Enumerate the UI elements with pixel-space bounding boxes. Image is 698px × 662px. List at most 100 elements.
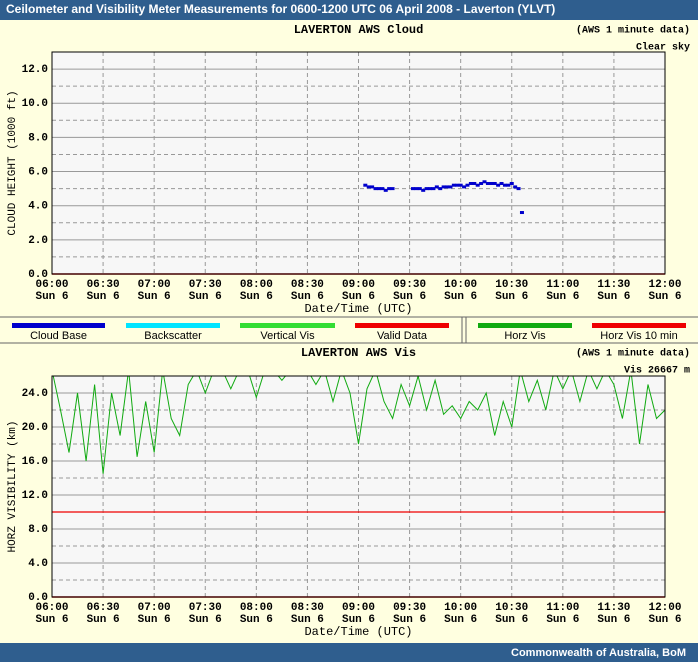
cloud-point	[417, 187, 422, 191]
x-tick-label: 07:00	[138, 279, 171, 291]
legend-label: Horz Vis 10 min	[600, 330, 677, 342]
header-title: Ceilometer and Visibility Meter Measurem…	[6, 2, 555, 16]
x-tick-label: 08:30	[291, 279, 324, 291]
y-tick-label: 10.0	[22, 98, 48, 110]
cloud-point	[462, 185, 467, 189]
cloud-point	[451, 183, 456, 187]
cloud-point	[445, 185, 450, 189]
cloud-point	[434, 185, 439, 189]
x-tick-label: 07:30	[189, 279, 222, 291]
cloud-point	[421, 188, 426, 192]
cloud-point	[489, 181, 494, 185]
x-tick-day: Sun 6	[35, 614, 68, 626]
chart-status: Vis 26667 m	[624, 365, 690, 377]
cloud-point	[502, 183, 507, 187]
x-tick-day: Sun 6	[597, 291, 630, 303]
plot-area	[52, 376, 665, 597]
plot-frame	[51, 51, 666, 275]
cloud-point	[448, 185, 453, 189]
cloud-point	[472, 181, 477, 185]
x-tick-label: 09:30	[393, 602, 426, 614]
cloud-point	[414, 187, 419, 191]
cloud-point	[506, 183, 511, 187]
x-tick-label: 08:00	[240, 279, 273, 291]
x-tick-label: 07:30	[189, 602, 222, 614]
y-tick-label: 16.0	[22, 456, 48, 468]
cloud-point	[424, 187, 429, 191]
x-tick-day: Sun 6	[597, 614, 630, 626]
cloud-point	[387, 187, 392, 191]
x-tick-label: 10:30	[495, 279, 528, 291]
cloud-point	[465, 183, 470, 187]
y-tick-label: 2.0	[28, 235, 48, 247]
x-tick-label: 11:00	[546, 602, 579, 614]
x-axis-label: Date/Time (UTC)	[304, 302, 412, 316]
chart-title: LAVERTON AWS Vis	[301, 346, 416, 360]
legend-label: Valid Data	[377, 330, 428, 342]
x-tick-day: Sun 6	[342, 291, 375, 303]
cloud-point	[455, 183, 460, 187]
x-tick-day: Sun 6	[87, 614, 120, 626]
x-tick-day: Sun 6	[648, 614, 681, 626]
chart-status: Clear sky	[636, 42, 690, 54]
cloud-point	[519, 211, 524, 215]
cloud-point	[509, 181, 514, 185]
cloud-point	[441, 185, 446, 189]
x-tick-label: 06:00	[35, 602, 68, 614]
x-tick-day: Sun 6	[444, 614, 477, 626]
x-tick-label: 10:00	[444, 279, 477, 291]
cloud-point	[370, 185, 375, 189]
x-tick-label: 10:30	[495, 602, 528, 614]
cloud-point	[376, 187, 381, 191]
x-tick-label: 09:00	[342, 279, 375, 291]
x-tick-day: Sun 6	[240, 291, 273, 303]
x-tick-label: 09:30	[393, 279, 426, 291]
cloud-point	[428, 187, 433, 191]
x-tick-label: 08:30	[291, 602, 324, 614]
chart-note: (AWS 1 minute data)	[576, 25, 690, 37]
x-tick-label: 09:00	[342, 602, 375, 614]
x-tick-day: Sun 6	[495, 614, 528, 626]
x-tick-day: Sun 6	[138, 614, 171, 626]
legend-label: Vertical Vis	[260, 330, 315, 342]
x-tick-day: Sun 6	[393, 614, 426, 626]
cloud-point	[438, 187, 443, 191]
y-axis-label: HORZ VISIBILITY (km)	[7, 420, 19, 552]
x-tick-day: Sun 6	[444, 291, 477, 303]
legend-label: Cloud Base	[30, 330, 87, 342]
x-tick-day: Sun 6	[87, 291, 120, 303]
legend-swatch	[355, 323, 449, 328]
cloud-point	[492, 181, 497, 185]
x-tick-day: Sun 6	[138, 291, 171, 303]
x-tick-label: 11:30	[597, 602, 630, 614]
x-tick-label: 12:00	[648, 279, 681, 291]
cloud-point	[366, 185, 371, 189]
cloud-point	[373, 187, 378, 191]
cloud-point	[485, 181, 490, 185]
footer-text: Commonwealth of Australia, BoM	[511, 647, 686, 659]
legend-swatch	[240, 323, 335, 328]
y-tick-label: 8.0	[28, 524, 48, 536]
footer-bar	[0, 643, 698, 662]
x-tick-label: 06:30	[87, 602, 120, 614]
x-tick-day: Sun 6	[546, 614, 579, 626]
x-tick-day: Sun 6	[546, 291, 579, 303]
y-tick-label: 6.0	[28, 166, 48, 178]
y-tick-label: 12.0	[22, 64, 48, 76]
chart-title: LAVERTON AWS Cloud	[294, 23, 424, 37]
cloud-point	[499, 181, 504, 185]
legend-swatch	[592, 323, 686, 328]
cloud-point	[516, 187, 521, 191]
y-tick-label: 24.0	[22, 388, 48, 400]
y-tick-label: 4.0	[28, 558, 48, 570]
x-tick-day: Sun 6	[495, 291, 528, 303]
x-tick-label: 08:00	[240, 602, 273, 614]
cloud-point	[475, 183, 480, 187]
cloud-point	[468, 181, 473, 185]
chart-note: (AWS 1 minute data)	[576, 348, 690, 360]
y-tick-label: 0.0	[28, 592, 48, 604]
cloud-point	[363, 183, 368, 187]
y-tick-label: 0.0	[28, 269, 48, 281]
y-tick-label: 12.0	[22, 490, 48, 502]
x-tick-label: 11:00	[546, 279, 579, 291]
